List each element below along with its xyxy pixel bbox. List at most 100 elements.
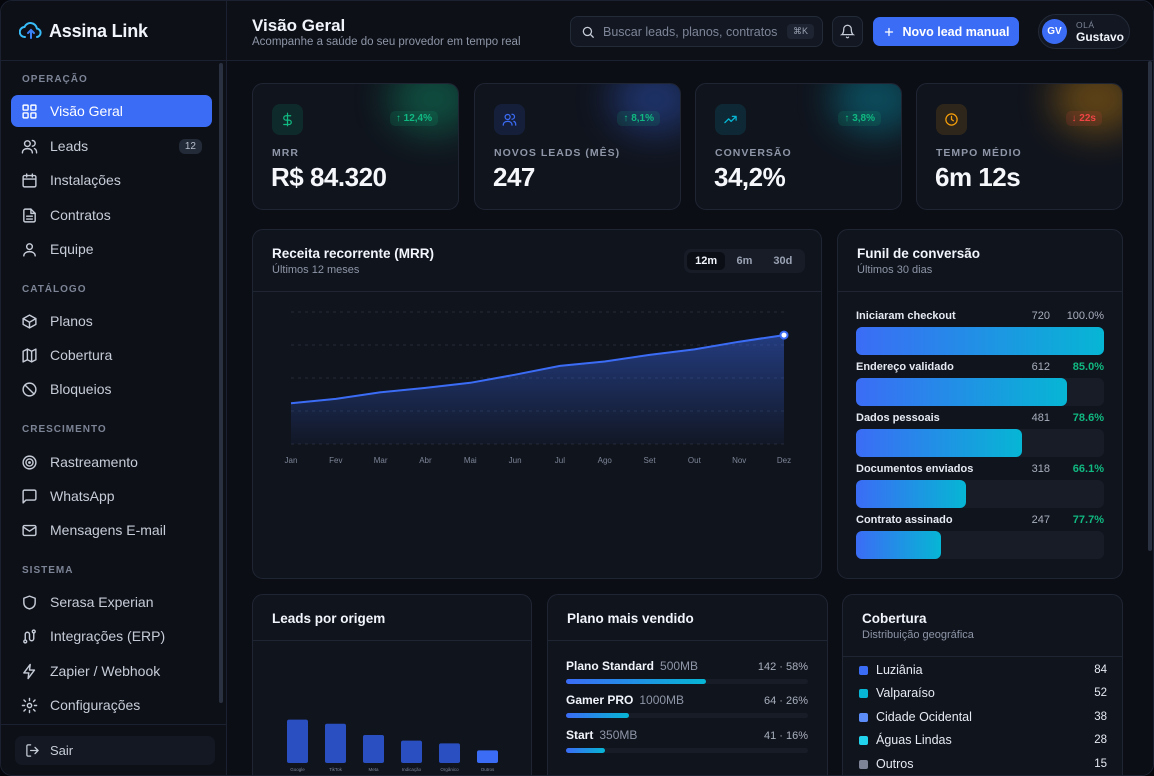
shield-icon: [23, 594, 36, 610]
kpi-icon-box: [272, 104, 303, 135]
x-tick-label: Set: [644, 456, 657, 465]
nav-section-title: OPERAÇÃO: [22, 74, 88, 85]
calendar-icon: [22, 172, 37, 188]
sidebar-item-cobertura[interactable]: Cobertura: [11, 339, 212, 371]
target-icon: [22, 454, 37, 470]
x-tick-label: TikTok: [329, 767, 343, 772]
sidebar-item-label: Zapier / Webhook: [50, 663, 161, 679]
avatar: GV: [1042, 19, 1067, 44]
coverage-item[interactable]: Cidade Ocidental 38: [859, 709, 1107, 725]
sidebar-item-mensagens-e-mail[interactable]: Mensagens E-mail: [11, 514, 212, 546]
leads-origin-title: Leads por origem: [272, 611, 386, 626]
plans-card: Plano mais vendido Plano Standard 500MB 14…: [547, 594, 828, 775]
sidebar-item-configura-es[interactable]: Configurações: [11, 689, 212, 721]
plan-name: Plano Standard: [566, 659, 655, 673]
brand-name: Assina Link: [49, 20, 148, 41]
sidebar-item-instala-es[interactable]: Instalações: [11, 164, 212, 196]
plan-item-row: Gamer PRO 1000MB 64 · 26%: [566, 693, 808, 707]
main-scrollbar[interactable]: [1148, 61, 1152, 551]
sidebar-item-leads[interactable]: Leads 12: [11, 130, 212, 162]
card-glow: [610, 84, 680, 134]
funnel-bar: [856, 531, 942, 559]
plan-speed: 350MB: [599, 728, 638, 742]
plan-bar-track: [566, 679, 808, 684]
cloud-link-icon: [19, 22, 42, 39]
card-divider: [253, 291, 821, 292]
coverage-item[interactable]: Águas Lindas 28: [859, 732, 1107, 748]
card-glow: [388, 84, 458, 134]
sidebar-item-label: Planos: [50, 313, 93, 329]
sidebar-item-whatsapp[interactable]: WhatsApp: [11, 480, 212, 512]
funnel-step-row: Iniciaram checkout 720 100.0%: [856, 309, 1104, 323]
dollar-icon: [283, 112, 292, 127]
range-tab-12m[interactable]: 12m: [687, 252, 726, 270]
search-input[interactable]: Buscar leads, planos, contratos ⌘K: [570, 16, 823, 47]
brand[interactable]: Assina Link: [19, 18, 148, 44]
gear-icon: [21, 697, 38, 713]
user-name: Gustavo: [1076, 30, 1125, 44]
search-icon: [582, 26, 594, 38]
plan-name: Gamer PRO: [566, 693, 634, 707]
x-tick-label: Jan: [285, 456, 298, 465]
card-divider: [253, 640, 531, 641]
sidebar-item-label: Mensagens E-mail: [50, 522, 166, 538]
plan-item[interactable]: Plano Standard 500MB 142 · 58%: [566, 659, 808, 684]
mrr-area-chart: Jan Fev Mar Abr Mai Jun Jul Ago Set Out Nov Dez: [285, 311, 791, 465]
kpi-icon-box: [715, 104, 746, 135]
origin-bar: [401, 740, 422, 763]
coverage-color-dot: [859, 735, 868, 745]
kpi-icon-box: [494, 104, 525, 135]
plan-item[interactable]: Start 350MB 41 · 16%: [566, 728, 808, 753]
new-lead-button[interactable]: Novo lead manual: [873, 17, 1019, 46]
sidebar-item-planos[interactable]: Planos: [11, 305, 212, 337]
grid-icon: [22, 103, 37, 119]
sidebar-item-zapier-webhook[interactable]: Zapier / Webhook: [11, 655, 212, 687]
search-placeholder: Buscar leads, planos, contratos: [603, 24, 778, 39]
sidebar-item-serasa-experian[interactable]: Serasa Experian: [11, 586, 212, 618]
kpi-label: TEMPO MÉDIO: [936, 147, 1022, 159]
sidebar-divider: [1, 60, 227, 61]
sidebar-item-label: Leads: [50, 138, 89, 154]
range-tab-6m[interactable]: 6m: [736, 255, 753, 267]
nav-section-title: CATÁLOGO: [22, 284, 87, 295]
sidebar-scrollbar[interactable]: [219, 63, 223, 703]
chat-icon: [22, 488, 37, 504]
sidebar-bottom-divider: [1, 724, 227, 725]
sidebar-item-equipe[interactable]: Equipe: [11, 233, 212, 265]
bell-icon: [840, 24, 855, 39]
sidebar-item-label: Contratos: [50, 207, 111, 223]
origin-bar: [363, 735, 384, 763]
coverage-item[interactable]: Valparaíso 52: [859, 685, 1107, 701]
origin-bar: [287, 719, 308, 763]
mrr-chart-subtitle: Últimos 12 meses: [272, 264, 360, 276]
coverage-item[interactable]: Luziânia 84: [859, 662, 1107, 678]
funnel-step-count: 247: [1031, 514, 1050, 526]
coverage-item[interactable]: Outros 15: [859, 756, 1107, 772]
logout-button[interactable]: Sair: [15, 736, 215, 765]
sidebar-item-rastreamento[interactable]: Rastreamento: [11, 446, 212, 478]
mrr-line: [290, 334, 785, 405]
coverage-name: Águas Lindas: [876, 733, 952, 747]
range-tab-30d[interactable]: 30d: [773, 255, 793, 267]
sidebar-item-contratos[interactable]: Contratos: [11, 199, 212, 231]
x-tick-label: Mar: [374, 456, 388, 465]
notifications-button[interactable]: [832, 16, 863, 47]
sidebar-item-vis-o-geral[interactable]: Visão Geral: [11, 95, 212, 127]
kpi-label: CONVERSÃO: [715, 147, 792, 159]
user-menu[interactable]: GV OLÁ Gustavo: [1038, 14, 1130, 49]
sidebar-item-integra-es-erp-[interactable]: Integrações (ERP): [11, 620, 212, 652]
plan-stat: 64 · 26%: [763, 695, 808, 707]
users-icon: [502, 113, 517, 126]
funnel-step-row: Endereço validado 612 85.0%: [856, 360, 1104, 374]
origin-bar: [439, 743, 460, 763]
plan-name: Start: [566, 728, 594, 742]
coverage-card: Cobertura Distribuição geográfica Luziân…: [842, 594, 1123, 775]
kpi-delta-badge: ↑ 12,4%: [389, 111, 438, 126]
funnel-bar-track: [856, 480, 1104, 508]
plan-item[interactable]: Gamer PRO 1000MB 64 · 26%: [566, 693, 808, 718]
funnel-step-percent: 100.0%: [1066, 310, 1104, 322]
card-divider: [843, 656, 1122, 657]
funnel-bar-track: [856, 378, 1104, 406]
coverage-color-dot: [859, 759, 868, 769]
sidebar-item-bloqueios[interactable]: Bloqueios: [11, 373, 212, 405]
